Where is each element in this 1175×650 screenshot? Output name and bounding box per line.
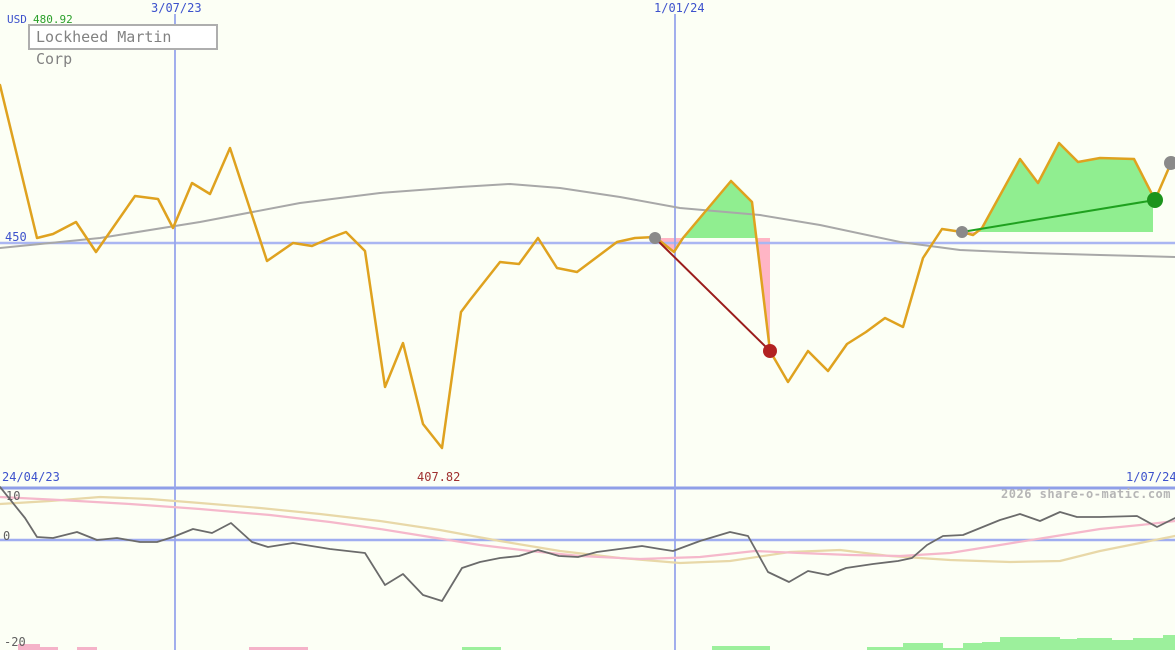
volume-bar-16 xyxy=(1163,635,1175,650)
price-axis-450-label: 450 xyxy=(5,230,27,244)
oscillator-tick-neg20: -20 xyxy=(4,635,26,649)
volume-bar-10 xyxy=(982,642,1000,650)
fill-green-above-trend-level-2 xyxy=(979,143,1153,232)
trend-end-handle-2[interactable] xyxy=(1147,192,1163,208)
instrument-title: Lockheed Martin Corp xyxy=(36,28,172,68)
volume-bar-0 xyxy=(18,644,40,650)
volume-bar-13 xyxy=(1077,638,1112,650)
trend-start-handle-2[interactable] xyxy=(956,226,968,238)
oscillator-tick-10: 10 xyxy=(6,489,21,503)
currency-label: USD xyxy=(7,13,27,26)
volume-bar-2 xyxy=(77,647,97,650)
price-line xyxy=(0,83,1173,450)
volume-bar-11 xyxy=(1000,637,1060,650)
volume-bar-7 xyxy=(903,643,943,650)
volume-bar-9 xyxy=(963,643,982,650)
trend-end-handle-1[interactable] xyxy=(763,344,777,358)
volume-bar-15 xyxy=(1133,638,1163,650)
fill-green-above-trend-level-1 xyxy=(683,181,757,238)
moving-average-line xyxy=(0,183,1175,258)
trend-start-handle-1[interactable] xyxy=(649,232,661,244)
volume-bar-12 xyxy=(1060,639,1077,650)
trendline-down[interactable] xyxy=(654,237,771,352)
volume-bar-1 xyxy=(40,647,58,650)
top-date-label-1: 3/07/23 xyxy=(151,1,202,15)
low-value-label: 407.82 xyxy=(417,470,461,484)
bottom-left-date-label: 24/04/23 xyxy=(2,470,60,484)
top-date-label-2: 1/01/24 xyxy=(654,1,705,15)
last-price-value: 480.92 xyxy=(33,13,73,26)
volume-bar-8 xyxy=(943,648,963,650)
volume-bar-3 xyxy=(249,647,308,650)
volume-bar-5 xyxy=(712,646,770,650)
volume-bar-4 xyxy=(462,647,501,650)
bottom-right-date-label: 1/07/24 xyxy=(1126,470,1175,484)
volume-bar-14 xyxy=(1112,640,1133,650)
watermark: 2026 share-o-matic.com xyxy=(1001,487,1171,501)
oscillator-pink-signal xyxy=(0,495,1175,561)
oscillator-main-line xyxy=(0,486,1175,602)
oscillator-tick-0: 0 xyxy=(3,529,11,543)
trendline-up[interactable] xyxy=(961,199,1156,233)
volume-bar-6 xyxy=(867,647,903,650)
last-price-handle[interactable] xyxy=(1164,156,1175,170)
instrument-title-box: Lockheed Martin Corp xyxy=(28,24,218,68)
